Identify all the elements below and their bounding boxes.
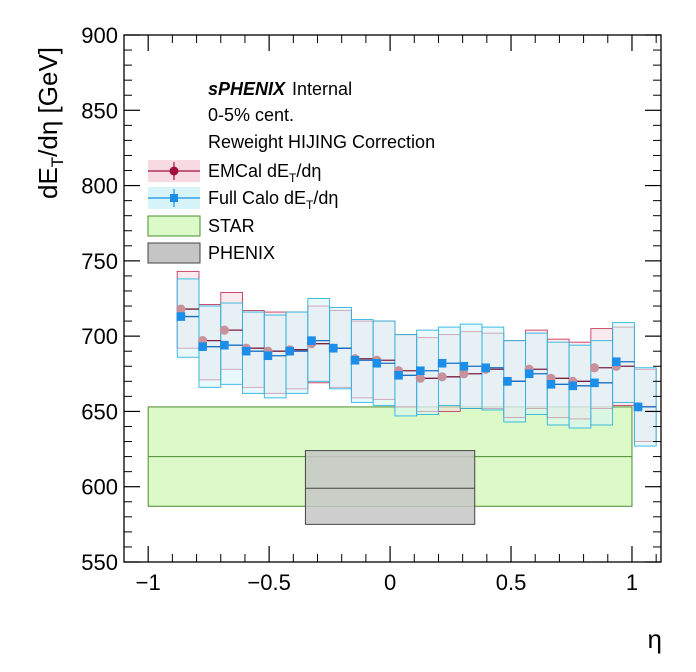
y-tick-label: 800 xyxy=(81,174,118,199)
data-point xyxy=(589,363,600,373)
data-point xyxy=(503,377,512,386)
y-tick-label: 750 xyxy=(81,249,118,274)
experiment-name: sPHENIX xyxy=(208,79,286,99)
x-tick-label: 0 xyxy=(384,570,396,595)
data-point xyxy=(176,312,186,321)
data-series xyxy=(176,270,657,447)
data-point xyxy=(437,372,447,382)
data-point xyxy=(176,304,186,314)
x-tick-label: −0.5 xyxy=(247,570,290,595)
data-point xyxy=(416,366,425,376)
data-point xyxy=(546,380,556,389)
y-tick-label: 650 xyxy=(81,399,118,424)
data-point xyxy=(568,381,578,391)
y-tick-label: 900 xyxy=(81,23,118,48)
data-point xyxy=(220,340,229,350)
data-point xyxy=(481,363,490,373)
y-axis-label: dET/dη [GeV] xyxy=(33,47,67,199)
legend-swatch-star xyxy=(147,215,201,237)
series-boxes-1 xyxy=(176,278,657,447)
data-point xyxy=(307,336,316,345)
centrality-label: 0-5% cent. xyxy=(208,105,294,125)
legend-label-star: STAR xyxy=(208,216,255,236)
y-tick-label: 700 xyxy=(81,324,118,349)
data-point xyxy=(415,373,425,383)
data-point xyxy=(459,369,469,379)
correction-label: Reweight HIJING Correction xyxy=(208,132,435,152)
data-point xyxy=(611,357,621,367)
data-point xyxy=(524,369,534,379)
series-points-1 xyxy=(176,312,657,412)
y-tick-label: 850 xyxy=(81,98,118,123)
data-point xyxy=(241,346,251,356)
x-tick-label: 1 xyxy=(626,570,638,595)
data-point xyxy=(633,402,643,412)
legend-marker-fullcalo xyxy=(170,194,178,202)
legend-entry-fullcalo: Full Calo dET/dη xyxy=(148,187,338,212)
data-point xyxy=(285,346,294,356)
band-phenix xyxy=(304,450,476,525)
data-point xyxy=(437,358,447,368)
legend-label-fullcalo: Full Calo dET/dη xyxy=(208,188,338,212)
legend-entry-star: STAR xyxy=(147,215,255,237)
status-label: Internal xyxy=(292,79,352,99)
data-point xyxy=(263,351,273,361)
legend-label-phenix: PHENIX xyxy=(208,243,275,263)
data-point xyxy=(328,343,338,353)
data-point xyxy=(590,378,599,388)
y-tick-label: 600 xyxy=(81,475,118,500)
axes: −1 −0.5 0 0.5 1 550 600 650 700 750 800 850 900 xyxy=(81,23,661,595)
legend-swatch-phenix xyxy=(147,242,201,264)
data-point xyxy=(350,355,360,365)
data-point xyxy=(219,325,229,335)
legend: EMCal dET/dη Full Calo dET/dη STAR PHENI… xyxy=(147,160,338,264)
y-tick-label: 550 xyxy=(81,550,118,575)
legend-entry-phenix: PHENIX xyxy=(147,242,275,264)
legend-entry-emcal: EMCal dET/dη xyxy=(148,160,321,185)
x-tick-label: 0.5 xyxy=(496,570,527,595)
data-point xyxy=(459,361,469,371)
legend-label-emcal: EMCal dET/dη xyxy=(208,161,321,185)
data-point xyxy=(394,370,403,380)
plot-frame xyxy=(123,34,662,563)
data-point xyxy=(372,358,382,368)
experiment-label: sPHENIX Internal xyxy=(208,79,352,99)
data-point xyxy=(198,342,207,351)
annotations: sPHENIX Internal 0-5% cent. Reweight HIJI… xyxy=(208,79,435,152)
x-tick-label: −1 xyxy=(136,570,161,595)
legend-marker-emcal xyxy=(169,166,179,176)
x-axis-label: η xyxy=(648,624,662,654)
